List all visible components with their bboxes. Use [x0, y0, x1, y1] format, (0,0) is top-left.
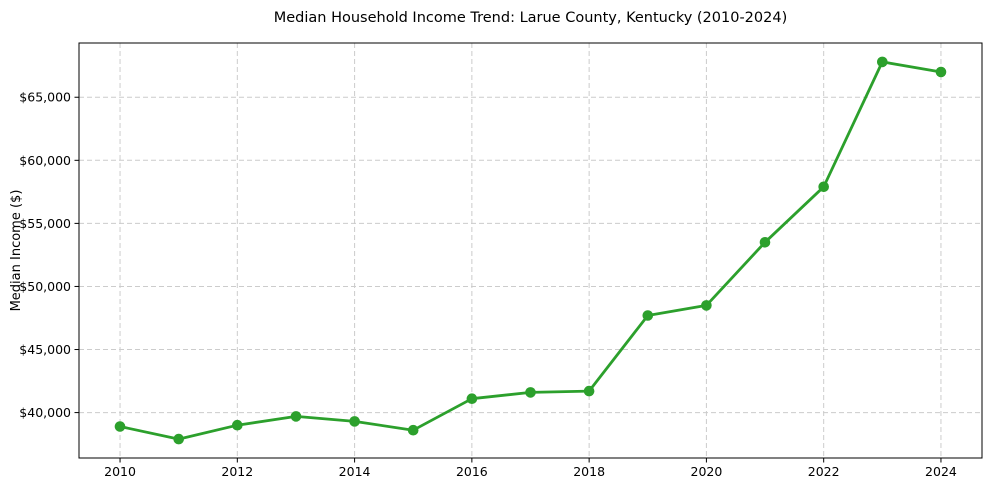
data-point-2014 — [349, 416, 360, 427]
x-tick-label-2016: 2016 — [456, 464, 488, 479]
x-tick-label-2022: 2022 — [808, 464, 840, 479]
data-point-2011 — [173, 433, 184, 445]
data-point-2019 — [642, 310, 654, 321]
x-tick-label-2012: 2012 — [221, 464, 253, 479]
data-point-2024 — [935, 66, 947, 78]
y-tick-label-55000: $55,000 — [19, 216, 71, 231]
y-tick-label-40000: $40,000 — [19, 405, 71, 420]
x-tick-label-2018: 2018 — [573, 464, 605, 479]
y-tick-label-50000: $50,000 — [19, 279, 71, 294]
data-point-2017 — [525, 387, 536, 398]
y-axis-label: Median Income ($) — [9, 190, 24, 312]
x-tick-label-2024: 2024 — [925, 464, 957, 479]
x-tick-label-2014: 2014 — [339, 464, 371, 479]
data-point-2023 — [877, 56, 888, 68]
y-tick-label-60000: $60,000 — [19, 153, 71, 168]
data-point-2013 — [290, 411, 302, 422]
y-tick-label-45000: $45,000 — [19, 342, 71, 357]
x-tick-label-2010: 2010 — [104, 464, 136, 479]
data-point-2015 — [407, 424, 419, 436]
data-point-2018 — [583, 385, 595, 397]
y-tick-label-65000: $65,000 — [19, 90, 71, 105]
data-point-2020 — [701, 300, 712, 311]
x-tick-label-2020: 2020 — [691, 464, 723, 479]
data-point-2016 — [466, 393, 478, 405]
axes-border — [78, 42, 983, 459]
data-point-2022 — [818, 181, 829, 193]
data-point-2012 — [232, 419, 243, 431]
data-point-2021 — [759, 237, 771, 248]
data-point-2010 — [114, 421, 126, 432]
chart-title: Median Household Income Trend: Larue Cou… — [274, 10, 788, 26]
